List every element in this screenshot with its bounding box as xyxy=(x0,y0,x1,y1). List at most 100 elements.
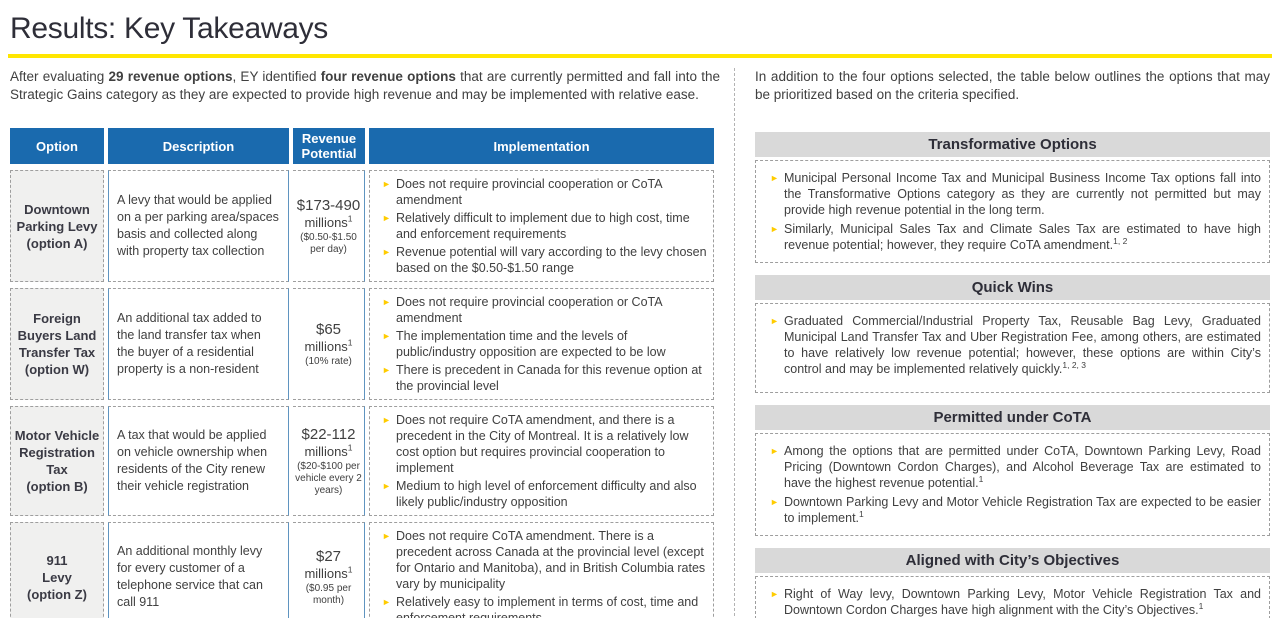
footnote-ref: 1, 2 xyxy=(1113,235,1128,246)
list-item: ► Revenue potential will vary according t… xyxy=(376,244,707,276)
revenue-note: ($0.50-$1.50 per day) xyxy=(300,232,357,255)
table-header-description: Description xyxy=(108,128,289,164)
section-title: Aligned with City’s Objectives xyxy=(755,548,1270,573)
revenue-unit: millions1 xyxy=(304,442,353,459)
revenue-note: ($20-$100 per vehicle every 2 years) xyxy=(295,461,362,496)
list-item: ► Does not require provincial cooperation… xyxy=(376,176,707,208)
section-aligned-with-city-objectives: Aligned with City’s Objectives ► Right of… xyxy=(755,548,1270,618)
bullet-arrow-icon: ► xyxy=(382,179,391,189)
list-item: ► Medium to high level of enforcement dif… xyxy=(376,478,707,510)
bullet-arrow-icon: ► xyxy=(382,213,391,223)
section-title: Quick Wins xyxy=(755,275,1270,300)
list-item: ► Right of Way levy, Downtown Parking Lev… xyxy=(764,586,1261,618)
revenue-note: (10% rate) xyxy=(305,356,352,367)
table-header-option: Option xyxy=(10,128,104,164)
table-row-description: An additional tax added to the land tran… xyxy=(108,288,289,400)
bullet-arrow-icon: ► xyxy=(382,365,391,375)
left-intro-paragraph: After evaluating 29 revenue options, EY … xyxy=(10,68,720,104)
footnote-ref: 1 xyxy=(859,508,864,519)
list-item: ► Relatively difficult to implement due t… xyxy=(376,210,707,242)
list-item: ► Graduated Commercial/Industrial Propert… xyxy=(764,313,1261,377)
section-title: Permitted under CoTA xyxy=(755,405,1270,430)
intro-text: , EY identified xyxy=(232,69,321,84)
table-row-option-name: Foreign Buyers Land Transfer Tax (option… xyxy=(10,288,104,400)
list-item: ► The implementation time and the levels … xyxy=(376,328,707,360)
section-title: Transformative Options xyxy=(755,132,1270,157)
list-item: ► Relatively easy to implement in terms o… xyxy=(376,594,707,618)
options-table: Option Description Revenue Potential Imp… xyxy=(10,128,714,618)
bullet-arrow-icon: ► xyxy=(382,297,391,307)
bullet-arrow-icon: ► xyxy=(382,481,391,491)
section-box: ► Graduated Commercial/Industrial Propert… xyxy=(755,303,1270,393)
list-item: ► Does not require CoTA amendment. There … xyxy=(376,528,707,592)
revenue-unit: millions1 xyxy=(304,213,353,230)
table-row-option-name: Downtown Parking Levy (option A) xyxy=(10,170,104,282)
intro-bold-29-options: 29 revenue options xyxy=(108,69,233,84)
bullet-arrow-icon: ► xyxy=(382,415,391,425)
table-row-implementation: ► Does not require CoTA amendment, and th… xyxy=(369,406,714,516)
left-column: After evaluating 29 revenue options, EY … xyxy=(0,64,726,618)
bullet-arrow-icon: ► xyxy=(382,597,391,607)
table-row-implementation: ► Does not require provincial cooperation… xyxy=(369,170,714,282)
bullet-arrow-icon: ► xyxy=(770,589,779,599)
bullet-arrow-icon: ► xyxy=(770,446,779,456)
bullet-arrow-icon: ► xyxy=(382,331,391,341)
table-row-description: An additional monthly levy for every cus… xyxy=(108,522,289,618)
revenue-note: ($0.95 per month) xyxy=(305,583,352,606)
bullet-arrow-icon: ► xyxy=(770,497,779,507)
bullet-arrow-icon: ► xyxy=(382,531,391,541)
footnote-ref: 1, 2, 3 xyxy=(1062,359,1087,370)
revenue-amount: $65 xyxy=(315,321,342,338)
footnote-ref: 1 xyxy=(347,337,353,348)
right-intro-paragraph: In addition to the four options selected… xyxy=(755,69,1270,102)
table-row-option-name: 911 Levy (option Z) xyxy=(10,522,104,618)
table-row-option-name: Motor Vehicle Registration Tax (option B… xyxy=(10,406,104,516)
list-item: ► There is precedent in Canada for this r… xyxy=(376,362,707,394)
section-transformative-options: Transformative Options ► Municipal Person… xyxy=(755,132,1270,263)
list-item: ► Among the options that are permitted un… xyxy=(764,443,1261,491)
section-quick-wins: Quick Wins ► Graduated Commercial/Industr… xyxy=(755,275,1270,393)
revenue-unit: millions1 xyxy=(304,564,353,581)
list-item: ► Similarly, Municipal Sales Tax and Clim… xyxy=(764,221,1261,253)
revenue-amount: $173-490 xyxy=(296,197,361,214)
revenue-amount: $27 xyxy=(315,548,342,565)
footnote-ref: 1 xyxy=(347,442,353,453)
list-item: ► Does not require CoTA amendment, and th… xyxy=(376,412,707,476)
table-row-implementation: ► Does not require provincial cooperation… xyxy=(369,288,714,400)
right-column: In addition to the four options selected… xyxy=(735,64,1280,618)
table-header-revenue-potential: Revenue Potential xyxy=(293,128,365,164)
bullet-arrow-icon: ► xyxy=(382,247,391,257)
section-box: ► Municipal Personal Income Tax and Munic… xyxy=(755,160,1270,263)
footnote-ref: 1 xyxy=(1198,600,1204,611)
section-box: ► Right of Way levy, Downtown Parking Lev… xyxy=(755,576,1270,618)
page-title: Results: Key Takeaways xyxy=(10,12,328,45)
section-box: ► Among the options that are permitted un… xyxy=(755,433,1270,536)
table-header-implementation: Implementation xyxy=(369,128,714,164)
table-row-revenue: $65 millions1 (10% rate) xyxy=(293,288,365,400)
list-item: ► Does not require provincial cooperation… xyxy=(376,294,707,326)
table-row-description: A levy that would be applied on a per pa… xyxy=(108,170,289,282)
table-row-description: A tax that would be applied on vehicle o… xyxy=(108,406,289,516)
intro-text: After evaluating xyxy=(10,69,109,84)
intro-bold-four-options: four revenue options xyxy=(320,69,456,84)
footnote-ref: 1 xyxy=(347,564,353,575)
revenue-unit: millions1 xyxy=(304,337,353,354)
footnote-ref: 1 xyxy=(347,213,353,224)
list-item: ► Downtown Parking Levy and Motor Vehicle… xyxy=(764,494,1261,526)
table-row-revenue: $27 millions1 ($0.95 per month) xyxy=(293,522,365,618)
footnote-ref: 1 xyxy=(978,473,984,484)
column-divider xyxy=(734,68,735,616)
bullet-arrow-icon: ► xyxy=(770,173,779,183)
section-permitted-under-cota: Permitted under CoTA ► Among the options … xyxy=(755,405,1270,536)
bullet-arrow-icon: ► xyxy=(770,224,779,234)
content-area: After evaluating 29 revenue options, EY … xyxy=(0,64,1280,618)
revenue-amount: $22-112 xyxy=(301,426,356,443)
table-row-revenue: $22-112 millions1 ($20-$100 per vehicle … xyxy=(293,406,365,516)
bullet-arrow-icon: ► xyxy=(770,316,779,326)
table-row-implementation: ► Does not require CoTA amendment. There … xyxy=(369,522,714,618)
intro-text: that are currently permitted and fall in… xyxy=(10,69,721,102)
table-row-revenue: $173-490 millions1 ($0.50-$1.50 per day) xyxy=(293,170,365,282)
title-underline xyxy=(8,54,1272,58)
list-item: ► Municipal Personal Income Tax and Munic… xyxy=(764,170,1261,218)
